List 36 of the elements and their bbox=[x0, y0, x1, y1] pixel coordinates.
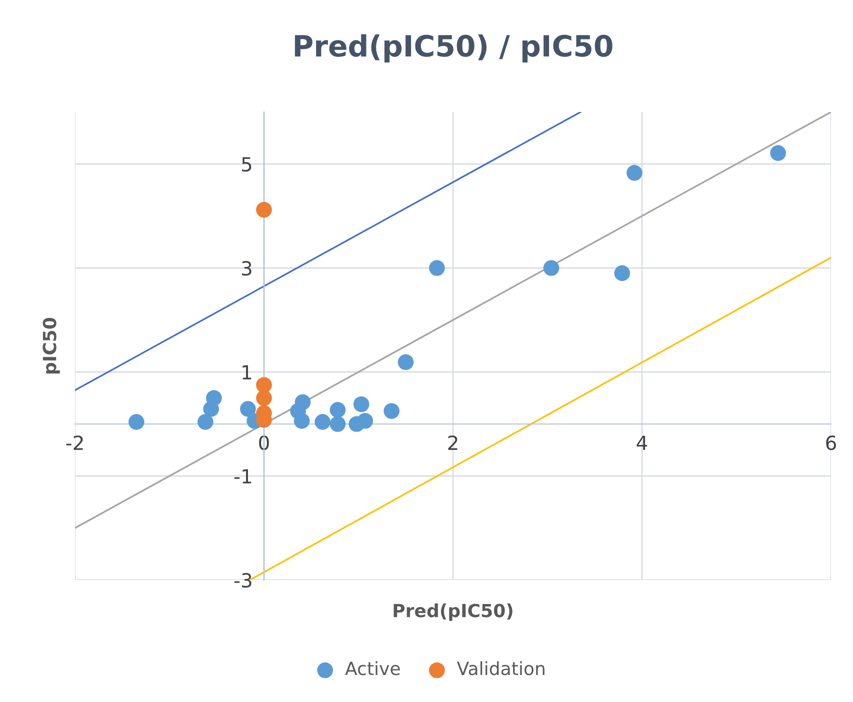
point bbox=[197, 414, 214, 430]
point bbox=[294, 394, 311, 410]
x-tick-label: 4 bbox=[636, 436, 648, 450]
point bbox=[256, 377, 272, 393]
x-axis-title: Pred(pIC50) bbox=[394, 603, 512, 621]
point bbox=[543, 260, 560, 276]
y-axis-title: pIC50 bbox=[42, 318, 60, 374]
point bbox=[256, 202, 272, 218]
legend-label: Validation bbox=[456, 661, 544, 676]
point bbox=[330, 402, 346, 418]
point bbox=[384, 403, 400, 419]
x-tick-label: 6 bbox=[826, 435, 836, 450]
y-tick-label: 3 bbox=[242, 260, 252, 276]
x-tick-label: 2 bbox=[448, 435, 458, 450]
point bbox=[398, 354, 414, 370]
point bbox=[294, 412, 310, 429]
point bbox=[240, 401, 256, 417]
y-tick-label: 1 bbox=[242, 365, 252, 380]
point bbox=[770, 145, 786, 161]
point bbox=[429, 260, 445, 276]
point bbox=[330, 416, 346, 432]
y-tick-label: -1 bbox=[234, 469, 252, 484]
x-tick-label: -2 bbox=[66, 435, 83, 450]
point bbox=[614, 265, 630, 282]
point bbox=[626, 164, 642, 181]
point bbox=[357, 412, 374, 429]
legend-label: Active bbox=[345, 661, 400, 676]
y-tick-label: 5 bbox=[242, 157, 252, 172]
y-tick-label: -3 bbox=[234, 572, 252, 588]
point bbox=[256, 390, 272, 406]
chart-title: Pred(pIC50) / pIC50 bbox=[294, 34, 612, 63]
point bbox=[314, 414, 331, 430]
x-tick-label: 0 bbox=[259, 435, 269, 450]
point bbox=[353, 396, 370, 412]
point bbox=[206, 390, 222, 406]
point bbox=[128, 414, 144, 430]
